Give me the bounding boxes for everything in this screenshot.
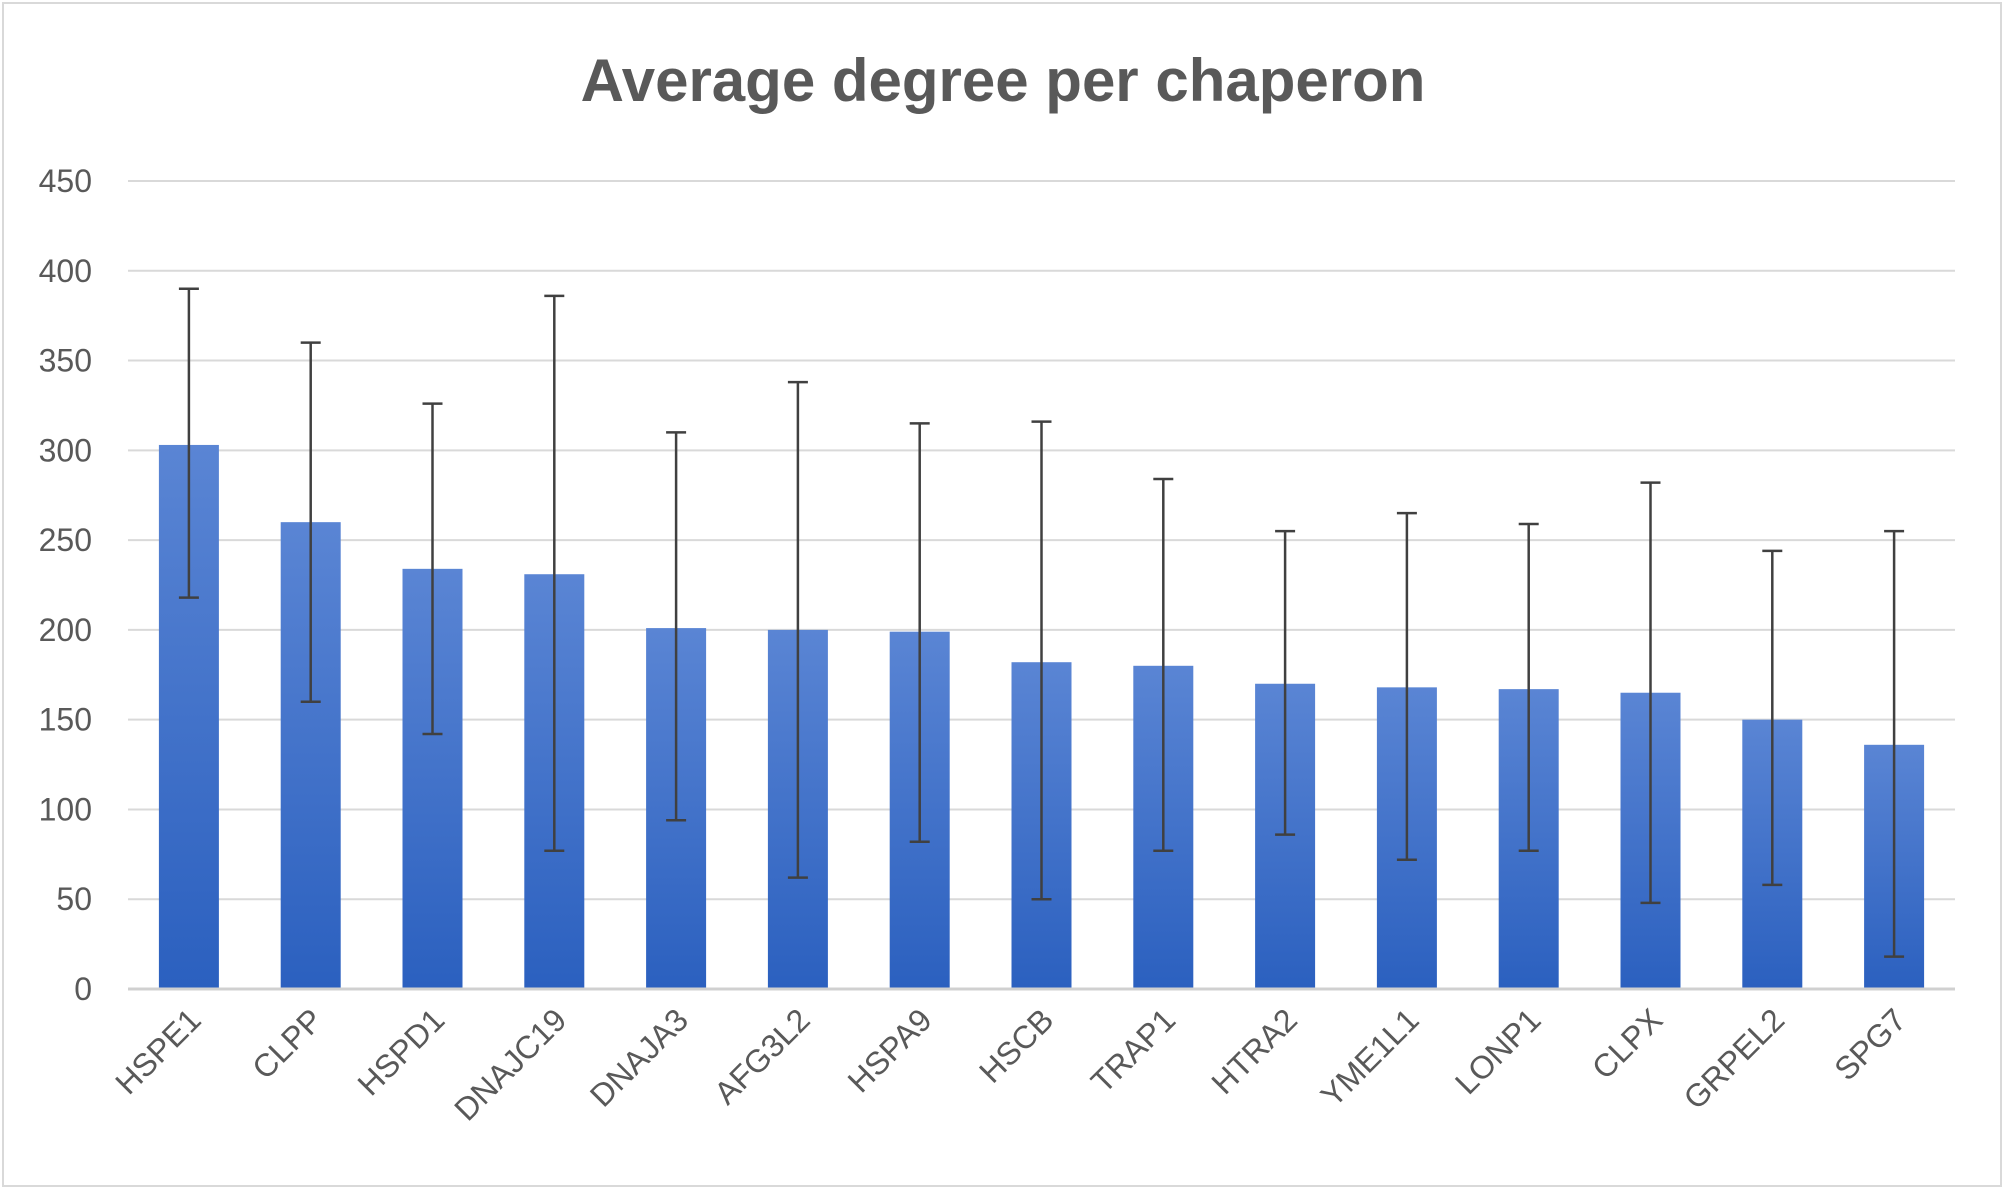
x-category-label: DNAJA3	[583, 1001, 695, 1113]
y-tick-label: 50	[56, 881, 92, 917]
x-category-label: HSPE1	[108, 1001, 208, 1101]
x-category-label: DNAJC19	[447, 1001, 573, 1127]
y-tick-label: 450	[39, 163, 92, 199]
y-tick-label: 150	[39, 702, 92, 738]
x-category-label: SPG7	[1827, 1001, 1913, 1087]
x-category-label: HSCB	[972, 1001, 1060, 1089]
y-tick-label: 400	[39, 253, 92, 289]
y-tick-label: 200	[39, 612, 92, 648]
y-tick-label: 250	[39, 522, 92, 558]
x-category-label: GRPEL2	[1676, 1001, 1791, 1116]
x-category-label: LONP1	[1448, 1001, 1548, 1101]
x-category-label: HSPA9	[841, 1001, 939, 1099]
x-category-label: HSPD1	[351, 1001, 452, 1102]
x-category-label: HTRA2	[1204, 1001, 1304, 1101]
y-tick-label: 100	[39, 791, 92, 827]
x-category-label: CLPP	[245, 1001, 330, 1086]
x-category-label: AFG3L2	[707, 1001, 817, 1111]
chart-title: Average degree per chaperon	[580, 47, 1426, 114]
y-tick-label: 0	[74, 971, 92, 1007]
x-category-label: CLPX	[1585, 1001, 1670, 1086]
y-tick-label: 300	[39, 432, 92, 468]
x-category-label: TRAP1	[1084, 1001, 1182, 1099]
y-tick-label: 350	[39, 343, 92, 379]
x-category-label: YME1L1	[1314, 1001, 1426, 1113]
